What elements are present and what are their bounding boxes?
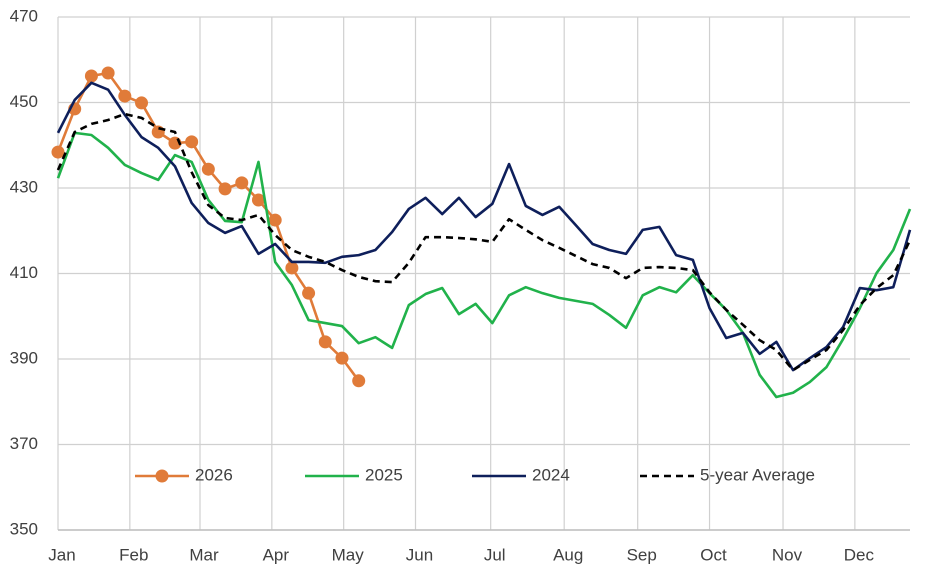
- data-point: [51, 145, 65, 159]
- data-point: [235, 176, 249, 190]
- x-tick-label: Jan: [48, 545, 75, 564]
- legend-label: 2024: [532, 465, 570, 484]
- y-tick-label: 350: [10, 519, 38, 538]
- data-point: [135, 96, 149, 110]
- data-point: [118, 89, 132, 103]
- data-point: [352, 374, 366, 388]
- data-point: [185, 135, 199, 149]
- series-line: [56, 81, 912, 372]
- x-tick-label: Sep: [627, 545, 657, 564]
- data-point: [251, 193, 265, 207]
- x-tick-label: Nov: [772, 545, 803, 564]
- x-tick-label: Mar: [189, 545, 219, 564]
- x-tick-label: Jun: [406, 545, 433, 564]
- x-tick-label: Apr: [263, 545, 290, 564]
- data-point: [285, 261, 299, 275]
- data-point: [218, 182, 232, 196]
- data-point: [84, 69, 98, 83]
- legend-marker: [155, 469, 169, 483]
- y-tick-label: 370: [10, 434, 38, 453]
- y-tick-label: 390: [10, 348, 38, 367]
- x-tick-label: May: [332, 545, 365, 564]
- series-line: [56, 131, 912, 399]
- y-tick-label: 430: [10, 177, 38, 196]
- x-tick-label: Feb: [119, 545, 148, 564]
- y-tick-label: 470: [10, 6, 38, 25]
- legend-label: 5-year Average: [700, 465, 815, 484]
- x-tick-label: Oct: [700, 545, 727, 564]
- data-point: [318, 335, 332, 349]
- y-tick-label: 410: [10, 263, 38, 282]
- x-tick-label: Jul: [484, 545, 506, 564]
- series-line: [56, 71, 360, 382]
- data-point: [201, 162, 215, 176]
- data-point: [101, 66, 115, 80]
- data-point: [335, 351, 349, 365]
- data-point: [302, 286, 316, 300]
- y-tick-label: 450: [10, 92, 38, 111]
- legend-label: 2026: [195, 465, 233, 484]
- data-point: [151, 125, 165, 139]
- legend-label: 2025: [365, 465, 403, 484]
- series-line: [56, 112, 912, 372]
- data-point: [268, 213, 282, 227]
- x-tick-label: Dec: [844, 545, 875, 564]
- x-tick-label: Aug: [553, 545, 583, 564]
